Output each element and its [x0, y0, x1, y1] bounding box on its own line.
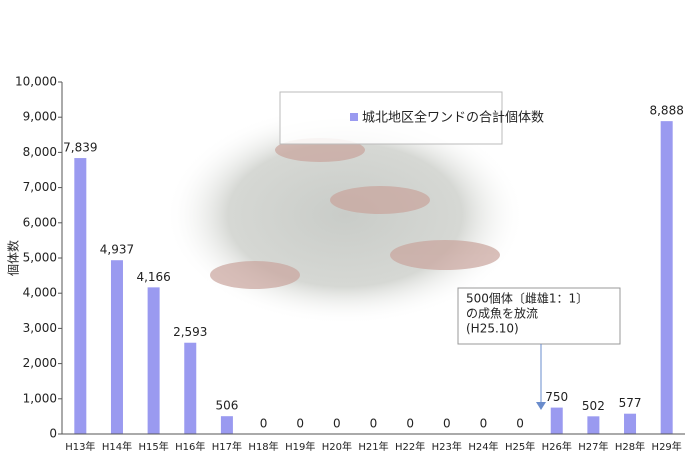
x-tick-label: H28年 [615, 440, 645, 453]
y-tick-label: 1,000 [23, 391, 57, 405]
value-label: 4,937 [100, 243, 134, 257]
value-label: 0 [480, 417, 488, 431]
annotation-text: 500個体〔雌雄1：1〕 [466, 291, 588, 306]
x-tick-label: H25年 [505, 440, 535, 453]
legend-marker [350, 113, 358, 121]
value-label: 0 [260, 417, 268, 431]
x-tick-label: H29年 [652, 440, 682, 453]
y-tick-label: 0 [49, 427, 57, 441]
value-label: 0 [406, 417, 414, 431]
annotation-arrow-head [536, 402, 546, 410]
annotation-text: (H25.10) [466, 322, 519, 336]
bar [587, 416, 600, 434]
bar [184, 342, 197, 434]
bar [624, 413, 637, 434]
y-tick-label: 2,000 [23, 356, 57, 370]
x-tick-label: H26年 [542, 440, 572, 453]
bar [220, 416, 233, 434]
value-label: 750 [545, 390, 568, 404]
annotation-box [457, 287, 621, 345]
value-label: 0 [296, 417, 304, 431]
value-label: 502 [582, 399, 605, 413]
y-tick-label: 7,000 [23, 180, 57, 194]
x-tick-label: H24年 [468, 440, 498, 453]
value-label: 2,593 [173, 325, 207, 339]
bar [110, 260, 123, 434]
value-label: 8,888 [649, 104, 683, 118]
annotation-text: の成魚を放流 [466, 306, 538, 321]
x-tick-label: H13年 [65, 440, 95, 453]
bar [147, 287, 160, 434]
x-tick-label: H23年 [432, 440, 462, 453]
y-tick-label: 4,000 [23, 286, 57, 300]
value-label: 7,839 [63, 141, 97, 155]
bar [74, 158, 87, 434]
value-label: 0 [370, 417, 378, 431]
x-tick-label: H21年 [358, 440, 388, 453]
x-tick-label: H20年 [322, 440, 352, 453]
y-tick-label: 6,000 [23, 215, 57, 229]
y-axis-title: 個体数 [6, 240, 21, 276]
value-label: 0 [516, 417, 524, 431]
bar [660, 121, 673, 435]
value-label: 577 [619, 396, 642, 410]
legend-label: 城北地区全ワンドの合計個体数 [362, 110, 544, 126]
y-tick-label: 5,000 [23, 251, 57, 265]
x-tick-label: H27年 [578, 440, 608, 453]
y-tick-label: 9,000 [23, 110, 57, 124]
value-label: 0 [443, 417, 451, 431]
y-tick-label: 10,000 [15, 75, 57, 89]
y-tick-label: 3,000 [23, 321, 57, 335]
legend-box [279, 91, 503, 145]
y-tick-label: 8,000 [23, 145, 57, 159]
value-label: 0 [333, 417, 341, 431]
x-tick-label: H15年 [138, 440, 168, 453]
x-tick-label: H14年 [102, 440, 132, 453]
fish-shapes [210, 138, 500, 289]
value-label: 506 [215, 399, 238, 413]
x-tick-label: H16年 [175, 440, 205, 453]
value-label: 4,166 [136, 270, 170, 284]
x-tick-label: H17年 [212, 440, 242, 453]
x-tick-label: H22年 [395, 440, 425, 453]
x-tick-label: H18年 [248, 440, 278, 453]
bar [550, 407, 563, 434]
x-tick-label: H19年 [285, 440, 315, 453]
